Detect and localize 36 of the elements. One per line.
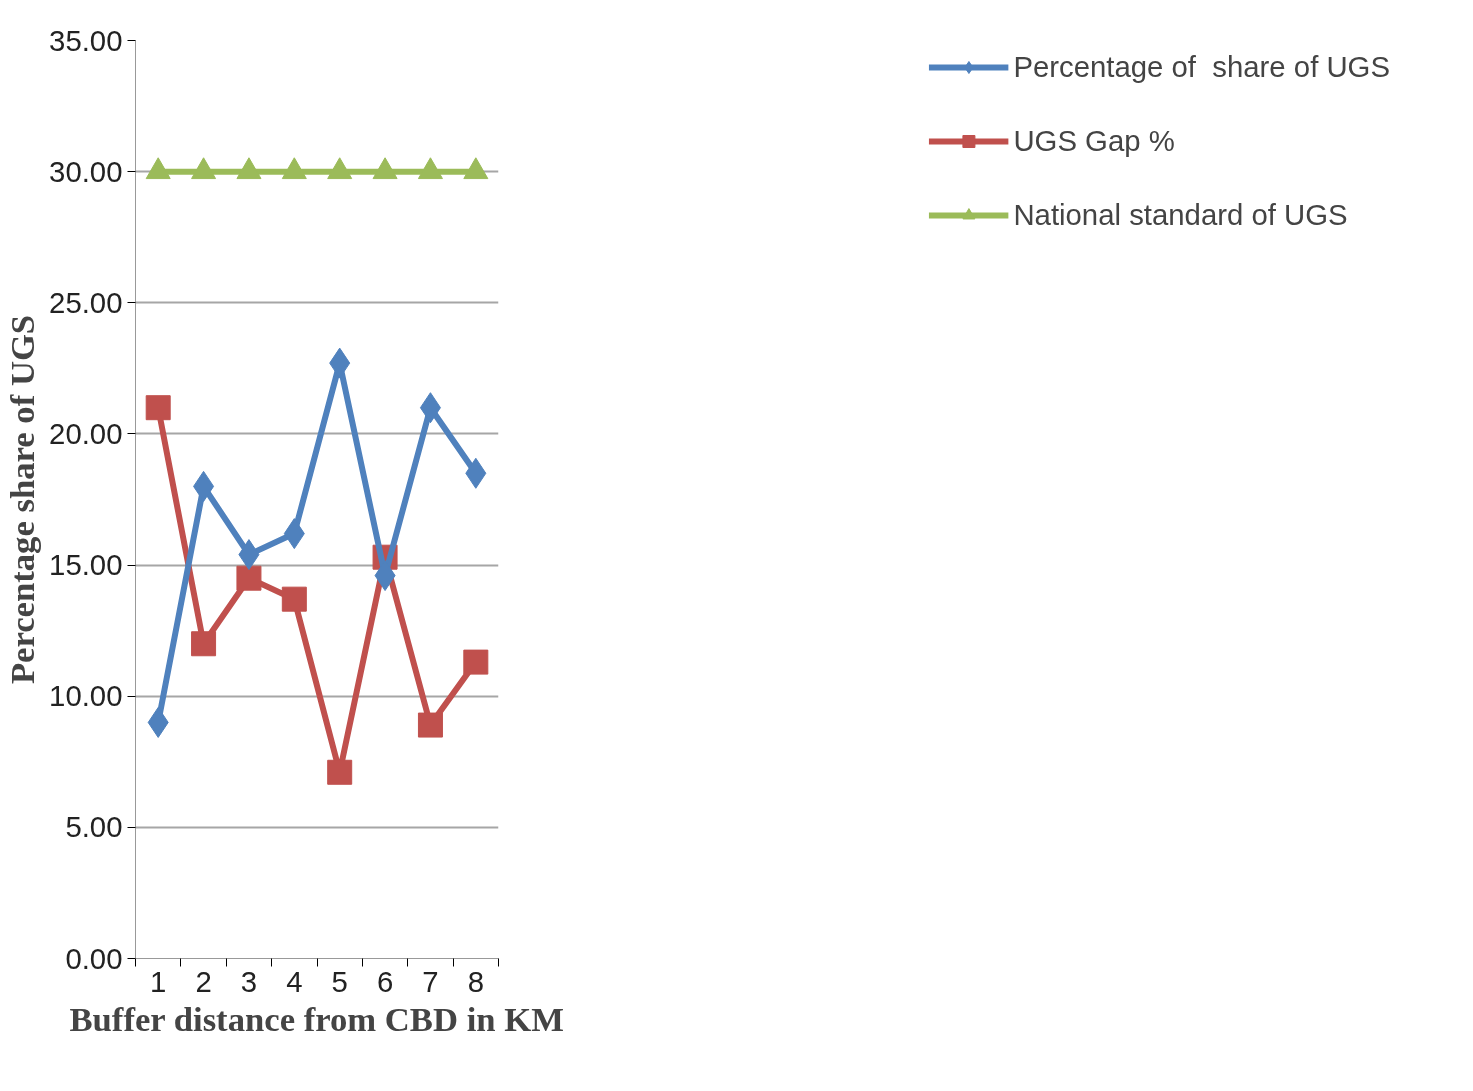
x-tick-label: 7 bbox=[422, 964, 439, 998]
x-tick-label: 1 bbox=[150, 964, 167, 998]
point bbox=[417, 157, 443, 180]
point bbox=[327, 157, 353, 180]
legend-label: Percentage of share of UGS bbox=[1013, 50, 1390, 84]
point bbox=[191, 157, 217, 180]
point bbox=[236, 157, 262, 180]
point bbox=[281, 586, 307, 612]
y-tick-label: 5.00 bbox=[65, 810, 123, 844]
x-tick-label: 4 bbox=[286, 964, 303, 998]
x-axis-title: Buffer distance from CBD in KM bbox=[69, 999, 564, 1038]
y-tick-label: 0.00 bbox=[65, 941, 123, 975]
y-tick-label: 20.00 bbox=[49, 416, 123, 450]
point bbox=[236, 565, 262, 591]
legend-label: National standard of UGS bbox=[1013, 198, 1348, 232]
point bbox=[145, 157, 171, 180]
x-tick-label: 6 bbox=[376, 964, 394, 998]
point bbox=[281, 157, 307, 180]
point bbox=[191, 631, 217, 657]
point bbox=[327, 759, 353, 785]
x-tick-label: 2 bbox=[195, 964, 212, 998]
point bbox=[463, 157, 489, 180]
y-tick-label: 25.00 bbox=[49, 285, 123, 319]
y-tick-label: 30.00 bbox=[49, 154, 123, 188]
legend-label: UGS Gap % bbox=[1013, 124, 1175, 158]
y-axis-title: Percentage share of UGS bbox=[3, 314, 42, 685]
y-tick-label: 15.00 bbox=[49, 548, 123, 582]
x-tick-label: 8 bbox=[467, 964, 484, 998]
x-tick-label: 5 bbox=[331, 964, 348, 998]
y-tick-label: 10.00 bbox=[49, 679, 123, 713]
point bbox=[463, 649, 489, 675]
point bbox=[417, 712, 443, 738]
y-tick-label: 35.00 bbox=[49, 23, 123, 57]
point bbox=[145, 395, 171, 421]
point bbox=[372, 157, 398, 180]
x-tick-label: 3 bbox=[240, 964, 258, 998]
